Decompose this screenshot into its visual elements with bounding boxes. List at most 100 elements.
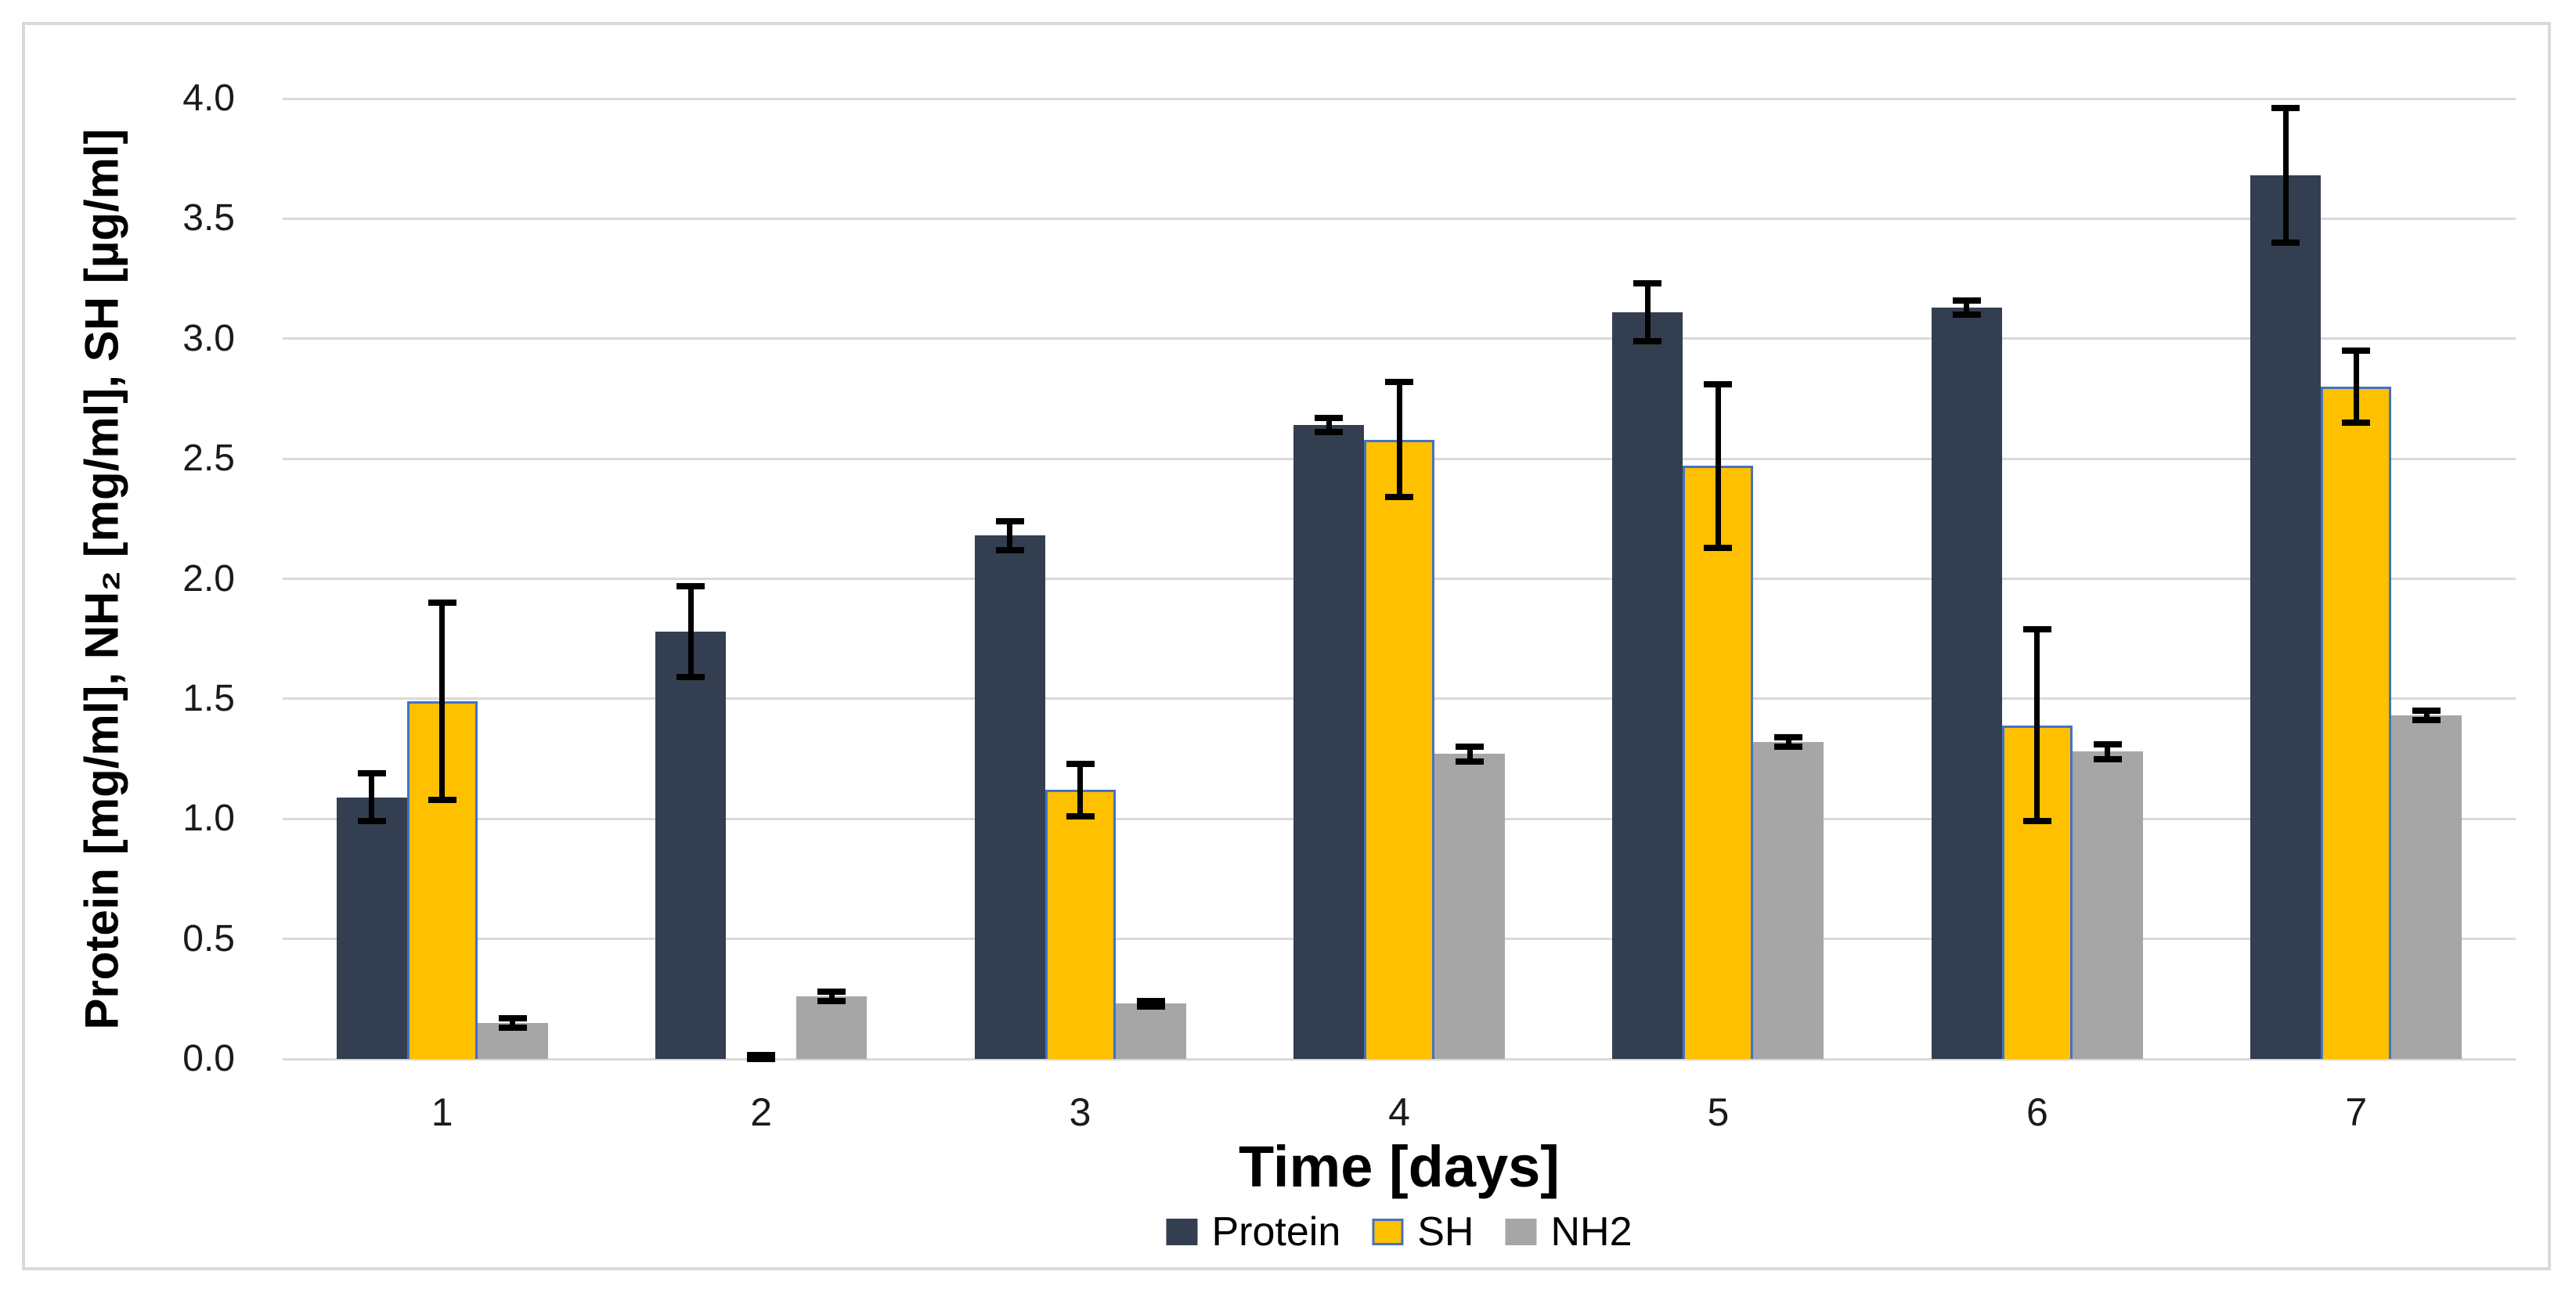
error-bar-nh2-day5-cap-bottom — [1774, 744, 1803, 751]
error-bar-sh-day5-cap-top — [1704, 381, 1733, 388]
error-bar-protein-day4-cap-bottom — [1315, 429, 1343, 436]
y-axis-tick-label: 2.5 — [182, 438, 235, 480]
error-bar-protein-day2-cap-top — [676, 582, 705, 589]
error-bar-sh-day3-cap-top — [1066, 760, 1095, 767]
y-axis-tick-label: 1.0 — [182, 798, 235, 840]
error-bar-protein-day3-cap-bottom — [995, 546, 1024, 553]
error-bar-sh-day4-cap-top — [1385, 378, 1413, 385]
bar-nh2-day5 — [1753, 742, 1824, 1059]
error-bar-nh2-day5-cap-top — [1774, 733, 1803, 740]
error-bar-sh-day1-cap-bottom — [428, 796, 456, 803]
y-axis-tick-label: 3.5 — [182, 197, 235, 240]
error-bar-protein-day3-cap-top — [995, 517, 1024, 524]
error-bar-sh-day4-cap-bottom — [1385, 494, 1413, 501]
error-bar-protein-day5-cap-bottom — [1633, 337, 1662, 344]
error-bar-nh2-day6-cap-bottom — [2093, 755, 2122, 762]
error-bar-sh-day6 — [2034, 628, 2040, 822]
error-bar-sh-day1-cap-top — [428, 600, 456, 607]
error-bar-protein-day6-cap-top — [1952, 297, 1981, 304]
bar-sh-day4 — [1364, 439, 1434, 1059]
error-bar-sh-day6-cap-top — [2022, 625, 2051, 632]
error-bar-sh-day3 — [1077, 763, 1084, 817]
error-bar-protein-day2 — [687, 585, 694, 678]
legend-label-protein: Protein — [1211, 1209, 1341, 1255]
error-bar-nh2-day4-cap-bottom — [1456, 758, 1484, 765]
legend-item-sh: SH — [1372, 1212, 1474, 1252]
error-bar-sh-day7-cap-bottom — [2342, 420, 2371, 427]
legend-swatch-sh — [1372, 1219, 1404, 1245]
x-axis-tick-label: 4 — [1388, 1090, 1410, 1134]
error-bar-nh2-day4 — [1467, 747, 1473, 762]
error-bar-sh-day3-cap-bottom — [1066, 813, 1095, 820]
error-bar-nh2-day6 — [2105, 744, 2111, 759]
bar-protein-day6 — [1931, 307, 2002, 1059]
y-axis-tick-label: 2.0 — [182, 557, 235, 600]
x-axis-tick-label: 2 — [750, 1090, 773, 1134]
legend-swatch-protein — [1166, 1219, 1198, 1245]
gridline — [283, 1057, 2516, 1061]
y-axis-tick-label: 1.5 — [182, 677, 235, 719]
bar-protein-day3 — [974, 535, 1045, 1059]
x-axis-tick-label: 1 — [431, 1090, 453, 1134]
legend-label-nh2: NH2 — [1550, 1209, 1633, 1255]
y-axis-tick-label: 0.5 — [182, 917, 235, 960]
bar-sh-day3 — [1044, 790, 1116, 1059]
legend: Protein SH NH2 — [1166, 1209, 1633, 1255]
error-bar-nh2-day5 — [1785, 737, 1791, 747]
error-bar-protein-day5 — [1644, 283, 1651, 341]
error-bar-sh-day1 — [439, 603, 446, 800]
bar-nh2-day2 — [796, 996, 868, 1059]
error-bar-sh-day4 — [1396, 381, 1402, 498]
error-bar-nh2-day1 — [510, 1017, 516, 1028]
error-bar-nh2-day7-cap-bottom — [2412, 717, 2441, 724]
bar-nh2-day3 — [1115, 1003, 1186, 1059]
error-bar-nh2-day4-cap-top — [1456, 744, 1484, 751]
chart-frame — [22, 22, 2551, 1270]
error-bar-protein-day5-cap-top — [1633, 280, 1662, 287]
bar-nh2-day4 — [1434, 754, 1505, 1059]
x-axis-title: Time [days] — [1239, 1134, 1560, 1199]
bar-protein-day5 — [1612, 312, 1683, 1059]
error-bar-nh2-day1-cap-bottom — [498, 1025, 527, 1032]
error-bar-protein-day1-cap-bottom — [357, 818, 386, 825]
error-bar-protein-day1-cap-top — [357, 769, 386, 776]
error-bar-nh2-day7-cap-top — [2412, 708, 2441, 715]
error-bar-nh2-day6-cap-top — [2093, 741, 2122, 748]
bar-protein-day4 — [1293, 425, 1364, 1059]
error-bar-protein-day4-cap-top — [1315, 414, 1343, 421]
error-bar-sh-day5-cap-bottom — [1704, 544, 1733, 551]
gridline — [283, 337, 2516, 340]
error-bar-nh2-day1-cap-top — [498, 1014, 527, 1021]
bar-protein-day1 — [336, 797, 407, 1059]
bar-protein-day7 — [2250, 175, 2322, 1059]
bar-nh2-day6 — [2072, 751, 2143, 1059]
x-axis-tick-label: 3 — [1069, 1090, 1091, 1134]
error-bar-protein-day6 — [1964, 300, 1970, 315]
error-bar-sh-day7 — [2353, 351, 2359, 423]
error-bar-protein-day4 — [1326, 417, 1332, 433]
error-bar-protein-day2-cap-bottom — [676, 674, 705, 681]
legend-item-protein: Protein — [1166, 1212, 1340, 1252]
legend-item-nh2: NH2 — [1505, 1209, 1633, 1255]
x-axis-tick-label: 5 — [1707, 1090, 1730, 1134]
legend-label-sh: SH — [1417, 1209, 1474, 1255]
error-bar-nh2-day3-cap-top — [1136, 998, 1165, 1005]
error-bar-protein-day6-cap-bottom — [1952, 312, 1981, 319]
error-bar-protein-day7-cap-top — [2271, 105, 2300, 112]
bar-sh-day5 — [1683, 466, 1754, 1059]
error-bar-nh2-day3-cap-bottom — [1136, 1003, 1165, 1010]
error-bar-protein-day3 — [1007, 520, 1013, 550]
x-axis-tick-label: 6 — [2026, 1090, 2048, 1134]
y-axis-tick-label: 0.0 — [182, 1038, 235, 1079]
gridline — [283, 217, 2516, 220]
error-bar-protein-day7 — [2282, 108, 2289, 243]
legend-swatch-nh2 — [1505, 1219, 1537, 1245]
error-bar-sh-day2-cap-bottom — [747, 1056, 776, 1062]
error-bar-sh-day5 — [1715, 384, 1721, 548]
bar-nh2-day7 — [2391, 715, 2462, 1059]
y-axis-tick-label: 3.0 — [182, 317, 235, 359]
error-bar-sh-day2-cap-top — [747, 1052, 776, 1059]
bar-protein-day2 — [655, 631, 727, 1059]
x-axis-tick-label: 7 — [2345, 1090, 2368, 1134]
